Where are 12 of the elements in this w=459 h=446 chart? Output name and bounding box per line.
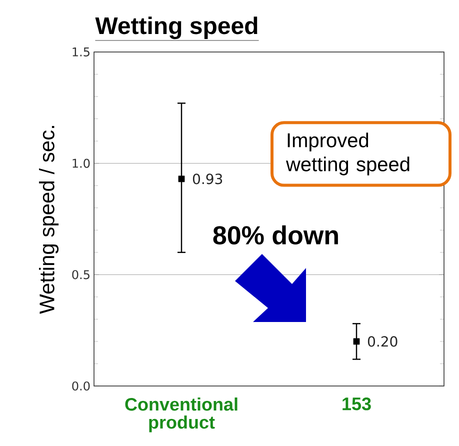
data-label: 0.93 — [192, 174, 222, 184]
x-tick-label: Conventional product — [125, 398, 238, 432]
x-tick-label: 153 — [342, 398, 371, 410]
y-tick-label: 1.5 — [72, 48, 90, 56]
data-label: 0.20 — [368, 336, 398, 347]
annotation: 80% down — [213, 225, 338, 245]
y-tick-label: 0.5 — [72, 270, 90, 280]
y-tick-label: 1.0 — [72, 158, 90, 168]
y-axis-title: Wetting speed / sec. — [38, 126, 59, 314]
annotation: Improved wetting speed — [286, 132, 410, 176]
y-tick-label: 0.0 — [72, 381, 90, 391]
chart-title: Wetting speed — [95, 16, 258, 40]
